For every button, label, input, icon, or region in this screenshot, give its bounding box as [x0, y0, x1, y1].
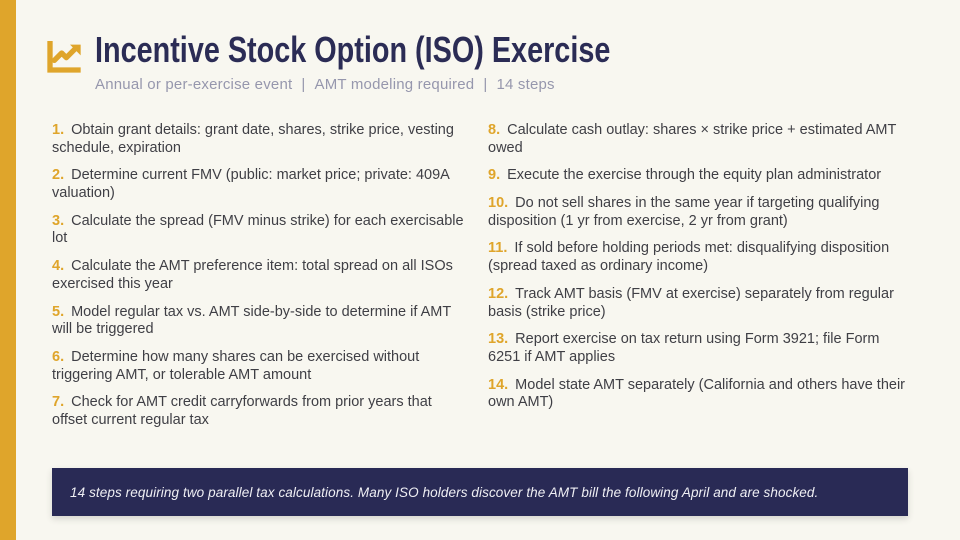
steps-column-left: 1. Obtain grant details: grant date, shar… [52, 122, 464, 440]
step-number: 2. [52, 167, 65, 184]
step-item: 6. Determine how many shares can be exerc… [52, 349, 464, 384]
left-accent-bar [0, 0, 16, 540]
step-number: 9. [488, 167, 501, 184]
step-item: 5. Model regular tax vs. AMT side-by-side… [52, 304, 464, 339]
step-number: 8. [488, 122, 501, 138]
slide-header: Incentive Stock Option (ISO) Exercise An… [44, 30, 904, 93]
step-text: Model regular tax vs. AMT side-by-side t… [52, 303, 451, 338]
subtitle-part: Annual or per-exercise event [95, 75, 293, 93]
slide-subtitle: Annual or per-exercise event | AMT modelin… [95, 76, 904, 93]
step-number: 4. [52, 258, 65, 275]
step-text: Check for AMT credit carryforwards from … [52, 394, 432, 428]
footer-note: 14 steps requiring two parallel tax calc… [70, 484, 819, 500]
step-text: Determine how many shares can be exercis… [52, 348, 420, 383]
step-text: Do not sell shares in the same year if t… [488, 195, 880, 229]
step-item: 3. Calculate the spread (FMV minus strike… [52, 213, 464, 248]
step-text: Execute the exercise through the equity … [507, 167, 882, 184]
step-item: 11. If sold before holding periods met: d… [488, 240, 906, 275]
subtitle-separator: | [483, 75, 488, 93]
step-text: Report exercise on tax return using Form… [488, 331, 880, 365]
step-number: 5. [52, 303, 65, 320]
step-number: 10. [488, 195, 509, 212]
step-text: Determine current FMV (public: market pr… [52, 167, 450, 202]
step-number: 1. [52, 122, 65, 138]
subtitle-part: AMT modeling required [314, 75, 475, 93]
step-text: Model state AMT separately (California a… [488, 376, 905, 411]
step-text: Calculate the AMT preference item: total… [52, 258, 453, 292]
page-title: Incentive Stock Option (ISO) Exercise [95, 29, 611, 70]
step-item: 4. Calculate the AMT preference item: tot… [52, 258, 464, 293]
step-item: 8. Calculate cash outlay: shares × strike… [488, 122, 906, 157]
step-number: 7. [52, 394, 65, 411]
step-item: 13. Report exercise on tax return using F… [488, 331, 906, 366]
step-number: 6. [52, 348, 65, 365]
step-number: 14. [488, 376, 509, 393]
step-item: 10. Do not sell shares in the same year i… [488, 195, 906, 230]
steps-column-right: 8. Calculate cash outlay: shares × strike… [488, 122, 906, 422]
step-item: 9. Execute the exercise through the equit… [488, 167, 906, 185]
step-text: Calculate the spread (FMV minus strike) … [52, 212, 464, 247]
step-number: 12. [488, 285, 509, 302]
step-item: 14. Model state AMT separately (Californi… [488, 377, 906, 412]
step-text: Obtain grant details: grant date, shares… [52, 122, 454, 156]
header-text: Incentive Stock Option (ISO) Exercise An… [95, 30, 904, 93]
step-item: 12. Track AMT basis (FMV at exercise) sep… [488, 286, 906, 321]
step-item: 7. Check for AMT credit carryforwards fro… [52, 394, 464, 429]
step-item: 1. Obtain grant details: grant date, shar… [52, 122, 464, 157]
chart-line-icon [44, 36, 84, 76]
subtitle-separator: | [301, 75, 306, 93]
step-text: If sold before holding periods met: disq… [488, 240, 890, 275]
step-text: Calculate cash outlay: shares × strike p… [488, 122, 897, 156]
step-text: Track AMT basis (FMV at exercise) separa… [488, 285, 894, 320]
step-item: 2. Determine current FMV (public: market … [52, 167, 464, 202]
step-number: 11. [488, 240, 508, 257]
step-number: 3. [52, 212, 65, 229]
footer-callout: 14 steps requiring two parallel tax calc… [52, 468, 908, 516]
subtitle-part: 14 steps [496, 75, 555, 93]
step-number: 13. [488, 331, 509, 348]
